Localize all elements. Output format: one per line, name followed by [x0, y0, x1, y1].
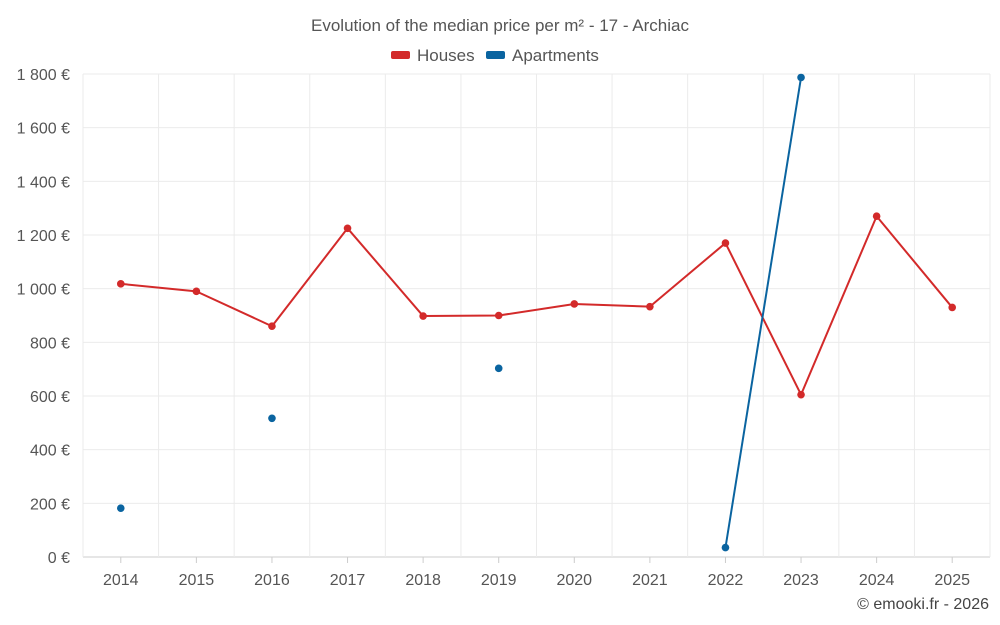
- x-tick-label: 2024: [859, 572, 895, 589]
- y-tick-label: 0 €: [48, 550, 70, 567]
- x-tick-label: 2016: [254, 572, 290, 589]
- chart-title: Evolution of the median price per m² - 1…: [311, 16, 689, 35]
- x-tick-label: 2021: [632, 572, 668, 589]
- legend-item-apartments[interactable]: Apartments: [486, 46, 599, 65]
- data-point-apartments[interactable]: [494, 364, 503, 373]
- y-tick-label: 200 €: [30, 496, 70, 513]
- data-point-houses[interactable]: [192, 287, 201, 296]
- legend-item-houses[interactable]: Houses: [391, 46, 475, 65]
- data-point-houses[interactable]: [494, 311, 503, 320]
- data-point-apartments[interactable]: [721, 543, 730, 552]
- data-point-houses[interactable]: [646, 302, 654, 311]
- y-tick-label: 1 400 €: [17, 174, 70, 191]
- axes: 0 € 200 € 400 € 600 € 800 € 1 000 € 1 200 € 1 4…: [17, 67, 970, 589]
- x-tick-label: 2019: [481, 572, 517, 589]
- data-point-houses[interactable]: [570, 300, 579, 308]
- legend-swatch-houses: [391, 51, 410, 59]
- series-line-houses: [120, 215, 953, 396]
- y-tick-label: 600 €: [30, 389, 70, 406]
- data-point-houses[interactable]: [116, 280, 125, 288]
- series-houses: [116, 212, 957, 399]
- data-point-houses[interactable]: [797, 390, 805, 399]
- legend-label-apartments: Apartments: [512, 46, 599, 65]
- y-tick-label: 1 600 €: [17, 121, 70, 138]
- data-point-houses[interactable]: [948, 303, 957, 312]
- grid: [82, 73, 991, 558]
- y-tick-label: 1 200 €: [17, 228, 70, 245]
- data-point-houses[interactable]: [268, 322, 276, 331]
- legend-label-houses: Houses: [417, 46, 475, 65]
- series-apartments: [116, 73, 805, 552]
- series: [116, 73, 957, 552]
- x-tick-label: 2023: [783, 572, 819, 589]
- legend-swatch-apartments: [486, 51, 505, 59]
- x-tick-label: 2018: [405, 572, 441, 589]
- legend: Houses Apartments: [391, 46, 599, 65]
- data-point-apartments[interactable]: [116, 504, 125, 512]
- x-tick-label: 2022: [708, 572, 744, 589]
- data-point-houses[interactable]: [419, 312, 427, 320]
- x-tick-label: 2020: [556, 572, 592, 589]
- x-tick-label: 2025: [934, 572, 970, 589]
- series-line-apartments: [724, 77, 803, 548]
- data-point-houses[interactable]: [721, 239, 730, 247]
- data-point-houses[interactable]: [343, 224, 352, 233]
- y-tick-label: 1 800 €: [17, 67, 70, 84]
- y-tick-label: 1 000 €: [17, 282, 70, 299]
- y-tick-label: 800 €: [30, 335, 70, 352]
- data-point-apartments[interactable]: [797, 73, 805, 82]
- credit-text: © emooki.fr - 2026: [857, 596, 989, 613]
- x-tick-label: 2017: [330, 572, 366, 589]
- x-tick-label: 2015: [179, 572, 215, 589]
- data-point-houses[interactable]: [872, 212, 881, 221]
- y-tick-label: 400 €: [30, 443, 70, 460]
- x-tick-label: 2014: [103, 572, 139, 589]
- data-point-apartments[interactable]: [268, 414, 276, 423]
